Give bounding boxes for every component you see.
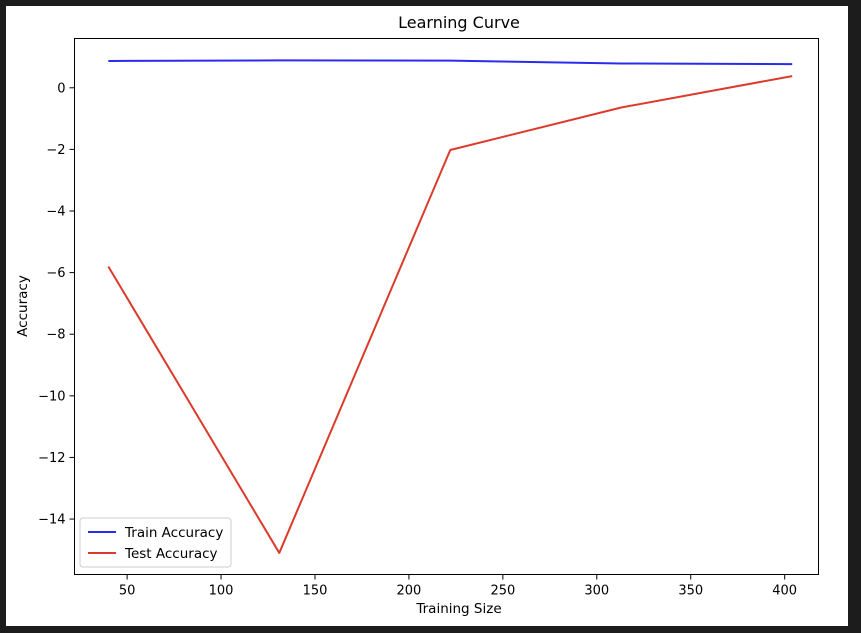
y-tick-label: −14 [38, 513, 65, 528]
y-axis-label: Accuracy [15, 275, 31, 337]
legend-box [79, 517, 232, 568]
y-tick-label: −6 [46, 266, 65, 281]
legend: Train Accuracy Test Accuracy [79, 517, 232, 568]
learning-curve-chart: Learning Curve 50 100 150 200 250 300 350 400 0 −… [15, 13, 819, 617]
y-tick-label: −12 [38, 451, 65, 466]
y-tick-label: −8 [46, 328, 65, 343]
plot-layer [107, 59, 793, 554]
x-tick-label: 100 [209, 584, 234, 599]
y-tick-label: −4 [46, 205, 65, 220]
series-line-train-accuracy [108, 59, 793, 66]
figure-canvas: Learning Curve 50 100 150 200 250 300 350 400 0 −… [6, 6, 848, 626]
x-tick-label: 150 [303, 584, 328, 599]
ticks-layer: 50 100 150 200 250 300 350 400 0 −2 −4 −6 −8 −10 −12 −1… [38, 81, 797, 598]
series-line-test-accuracy [107, 75, 793, 554]
y-tick-label: −2 [46, 143, 65, 158]
x-tick-label: 250 [490, 584, 515, 599]
x-tick-label: 200 [397, 584, 422, 599]
x-tick-label: 400 [772, 584, 797, 599]
legend-label: Train Accuracy [124, 525, 223, 541]
x-tick-label: 300 [584, 584, 609, 599]
plot-area-frame [74, 38, 819, 575]
chart-title: Learning Curve [398, 13, 520, 32]
x-tick-label: 50 [119, 584, 136, 599]
legend-label: Test Accuracy [124, 546, 218, 562]
y-tick-label: 0 [57, 81, 65, 96]
x-tick-label: 350 [678, 584, 703, 599]
x-axis-label: Training Size [415, 601, 501, 617]
y-tick-label: −10 [38, 389, 65, 404]
